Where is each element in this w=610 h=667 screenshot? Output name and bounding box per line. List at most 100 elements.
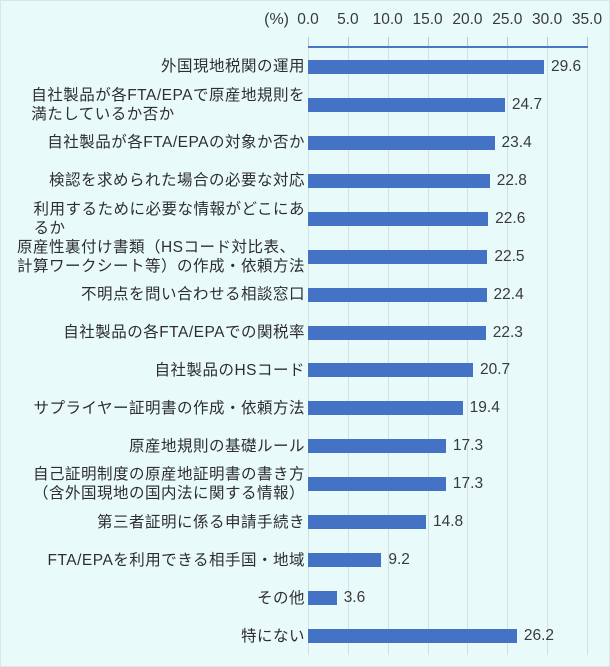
value-label: 14.8 (432, 513, 464, 531)
gridline (387, 48, 389, 655)
x-tick-mark (347, 37, 349, 46)
x-tick-label: 5.0 (337, 11, 359, 28)
bar-row: 22.3 (308, 314, 587, 352)
x-tick-label: 30.0 (532, 11, 563, 28)
bar-row: 22.8 (308, 162, 587, 200)
value-label: 17.3 (452, 475, 484, 493)
bar-row: 22.5 (308, 238, 587, 276)
x-tick-label: 35.0 (571, 11, 603, 28)
bar-row: 22.6 (308, 200, 587, 238)
bar (308, 401, 463, 416)
bar (308, 59, 544, 74)
bar-row: 19.4 (308, 389, 587, 427)
bar-row: 23.4 (308, 124, 587, 162)
category-label: 検認を求められた場合の必要な対応 (48, 172, 305, 190)
value-label: 24.7 (511, 95, 543, 113)
x-tick-mark (587, 37, 588, 46)
bar-row: 9.2 (308, 541, 587, 579)
category-label-cell: 外国現地税関の運用 (3, 48, 305, 86)
category-label-cell: 自社製品が各FTA/EPAで原産地規則を 満たしているか否か (3, 86, 305, 124)
x-axis-tick-marks (308, 37, 588, 46)
gridline (507, 48, 509, 655)
x-tick-label: 0.0 (297, 11, 319, 28)
plot-gridlines (308, 48, 588, 655)
category-label: 原産地規則の基礎ルール (128, 437, 305, 455)
bar-row: 3.6 (308, 579, 587, 617)
gridline (547, 48, 549, 655)
category-label: 利用するために必要な情報がどこにあ るか (33, 200, 305, 237)
x-axis-line (308, 46, 588, 48)
bar-row: 22.4 (308, 276, 587, 314)
category-label: 第三者証明に係る申請手続き (96, 513, 305, 531)
x-tick-mark (308, 37, 309, 46)
category-label-cell: サプライヤー証明書の作成・依頼方法 (3, 390, 305, 428)
bar-row: 17.3 (308, 427, 587, 465)
value-label: 22.3 (492, 323, 523, 341)
value-label: 22.5 (494, 247, 525, 265)
x-tick-label: 25.0 (492, 11, 523, 28)
bar-row: 24.7 (308, 86, 587, 124)
category-labels-column: 外国現地税関の運用自社製品が各FTA/EPAで原産地規則を 満たしているか否か自… (3, 48, 305, 655)
category-label: 自己証明制度の原産地証明書の書き方 （含外国現地の国内法に関する情報） (32, 466, 305, 503)
category-label-cell: 検認を求められた場合の必要な対応 (3, 162, 305, 200)
category-label-cell: 自社製品のHSコード (3, 352, 305, 390)
category-label: 特にない (240, 627, 305, 645)
category-label-cell: FTA/EPAを利用できる相手国・地域 (3, 541, 305, 579)
value-label: 22.8 (496, 171, 527, 189)
category-label-cell: 自社製品の各FTA/EPAでの関税率 (3, 314, 305, 352)
bar (308, 173, 490, 188)
category-label-cell: 不明点を問い合わせる相談窓口 (3, 276, 305, 314)
gridline (347, 48, 349, 655)
bar (308, 439, 446, 454)
category-label-cell: その他 (3, 579, 305, 617)
axis-unit-label: (%) (264, 11, 289, 28)
bar (308, 515, 426, 530)
category-label-cell: 第三者証明に係る申請手続き (3, 503, 305, 541)
category-label: 不明点を問い合わせる相談窓口 (80, 286, 305, 304)
value-label: 29.6 (550, 57, 582, 75)
x-tick-label: 15.0 (412, 11, 443, 28)
value-label: 17.3 (452, 437, 484, 455)
x-tick-mark (467, 37, 469, 46)
bar (308, 591, 337, 606)
category-label-cell: 利用するために必要な情報がどこにあ るか (3, 200, 305, 238)
category-label: 自社製品が各FTA/EPAの対象か否か (47, 134, 305, 152)
gridline (427, 48, 429, 655)
gridline (587, 48, 588, 655)
category-label: 原産性裏付け書類（HSコード対比表、 計算ワークシート等）の作成・依頼方法 (16, 238, 305, 275)
value-label: 20.7 (480, 361, 511, 379)
bar (308, 97, 505, 112)
bar (308, 477, 446, 492)
bar (308, 287, 487, 302)
category-label-cell: 自社製品が各FTA/EPAの対象か否か (3, 124, 305, 162)
category-label-cell: 原産地規則の基礎ルール (3, 427, 305, 465)
category-label-cell: 自己証明制度の原産地証明書の書き方 （含外国現地の国内法に関する情報） (3, 465, 305, 503)
x-tick-label: 20.0 (452, 11, 483, 28)
bar (308, 135, 495, 150)
value-label: 26.2 (523, 627, 555, 645)
category-label: サプライヤー証明書の作成・依頼方法 (33, 399, 305, 417)
category-label: 外国現地税関の運用 (160, 58, 305, 76)
category-label: その他 (256, 589, 305, 607)
gridline (308, 48, 309, 655)
x-axis-header: (%) 0.0 5.0 10.0 15.0 20.0 25.0 30.0 35.0 (1, 11, 609, 33)
bar (308, 629, 517, 644)
x-tick-mark (507, 37, 509, 46)
bar (308, 325, 486, 340)
category-label-cell: 特にない (3, 617, 305, 655)
category-label: 自社製品のHSコード (154, 362, 305, 380)
value-label: 3.6 (343, 589, 366, 607)
bar-row: 29.6 (308, 48, 587, 86)
bar-row: 17.3 (308, 465, 587, 503)
x-tick-mark (547, 37, 549, 46)
category-label: FTA/EPAを利用できる相手国・地域 (47, 551, 305, 569)
x-axis-tick-labels: 0.0 5.0 10.0 15.0 20.0 25.0 30.0 35.0 (297, 11, 602, 33)
x-tick-label: 10.0 (372, 11, 403, 28)
value-label: 9.2 (388, 551, 410, 569)
bars-area: 29.6 24.7 23.4 22.8 22.6 22.5 22.4 22.3 20.7 19.4… (308, 48, 587, 655)
category-label: 自社製品の各FTA/EPAでの関税率 (63, 324, 305, 342)
bar (308, 211, 489, 226)
value-label: 19.4 (469, 399, 500, 417)
bar (308, 553, 382, 568)
